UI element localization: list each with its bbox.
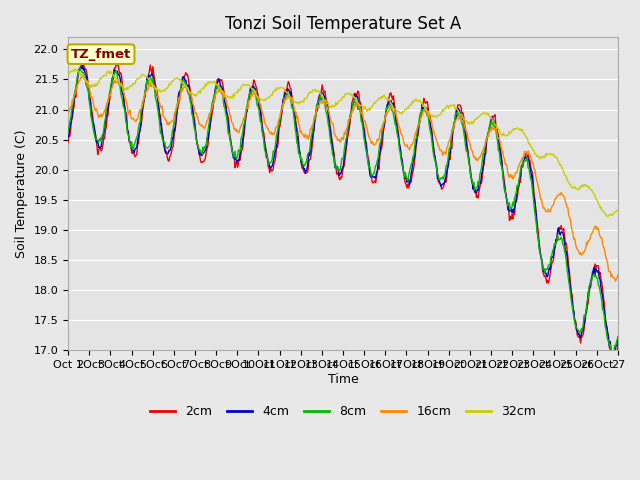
Y-axis label: Soil Temperature (C): Soil Temperature (C) [15, 130, 28, 258]
X-axis label: Time: Time [328, 373, 358, 386]
Legend: 2cm, 4cm, 8cm, 16cm, 32cm: 2cm, 4cm, 8cm, 16cm, 32cm [145, 400, 541, 423]
Title: Tonzi Soil Temperature Set A: Tonzi Soil Temperature Set A [225, 15, 461, 33]
Text: TZ_fmet: TZ_fmet [71, 48, 131, 60]
